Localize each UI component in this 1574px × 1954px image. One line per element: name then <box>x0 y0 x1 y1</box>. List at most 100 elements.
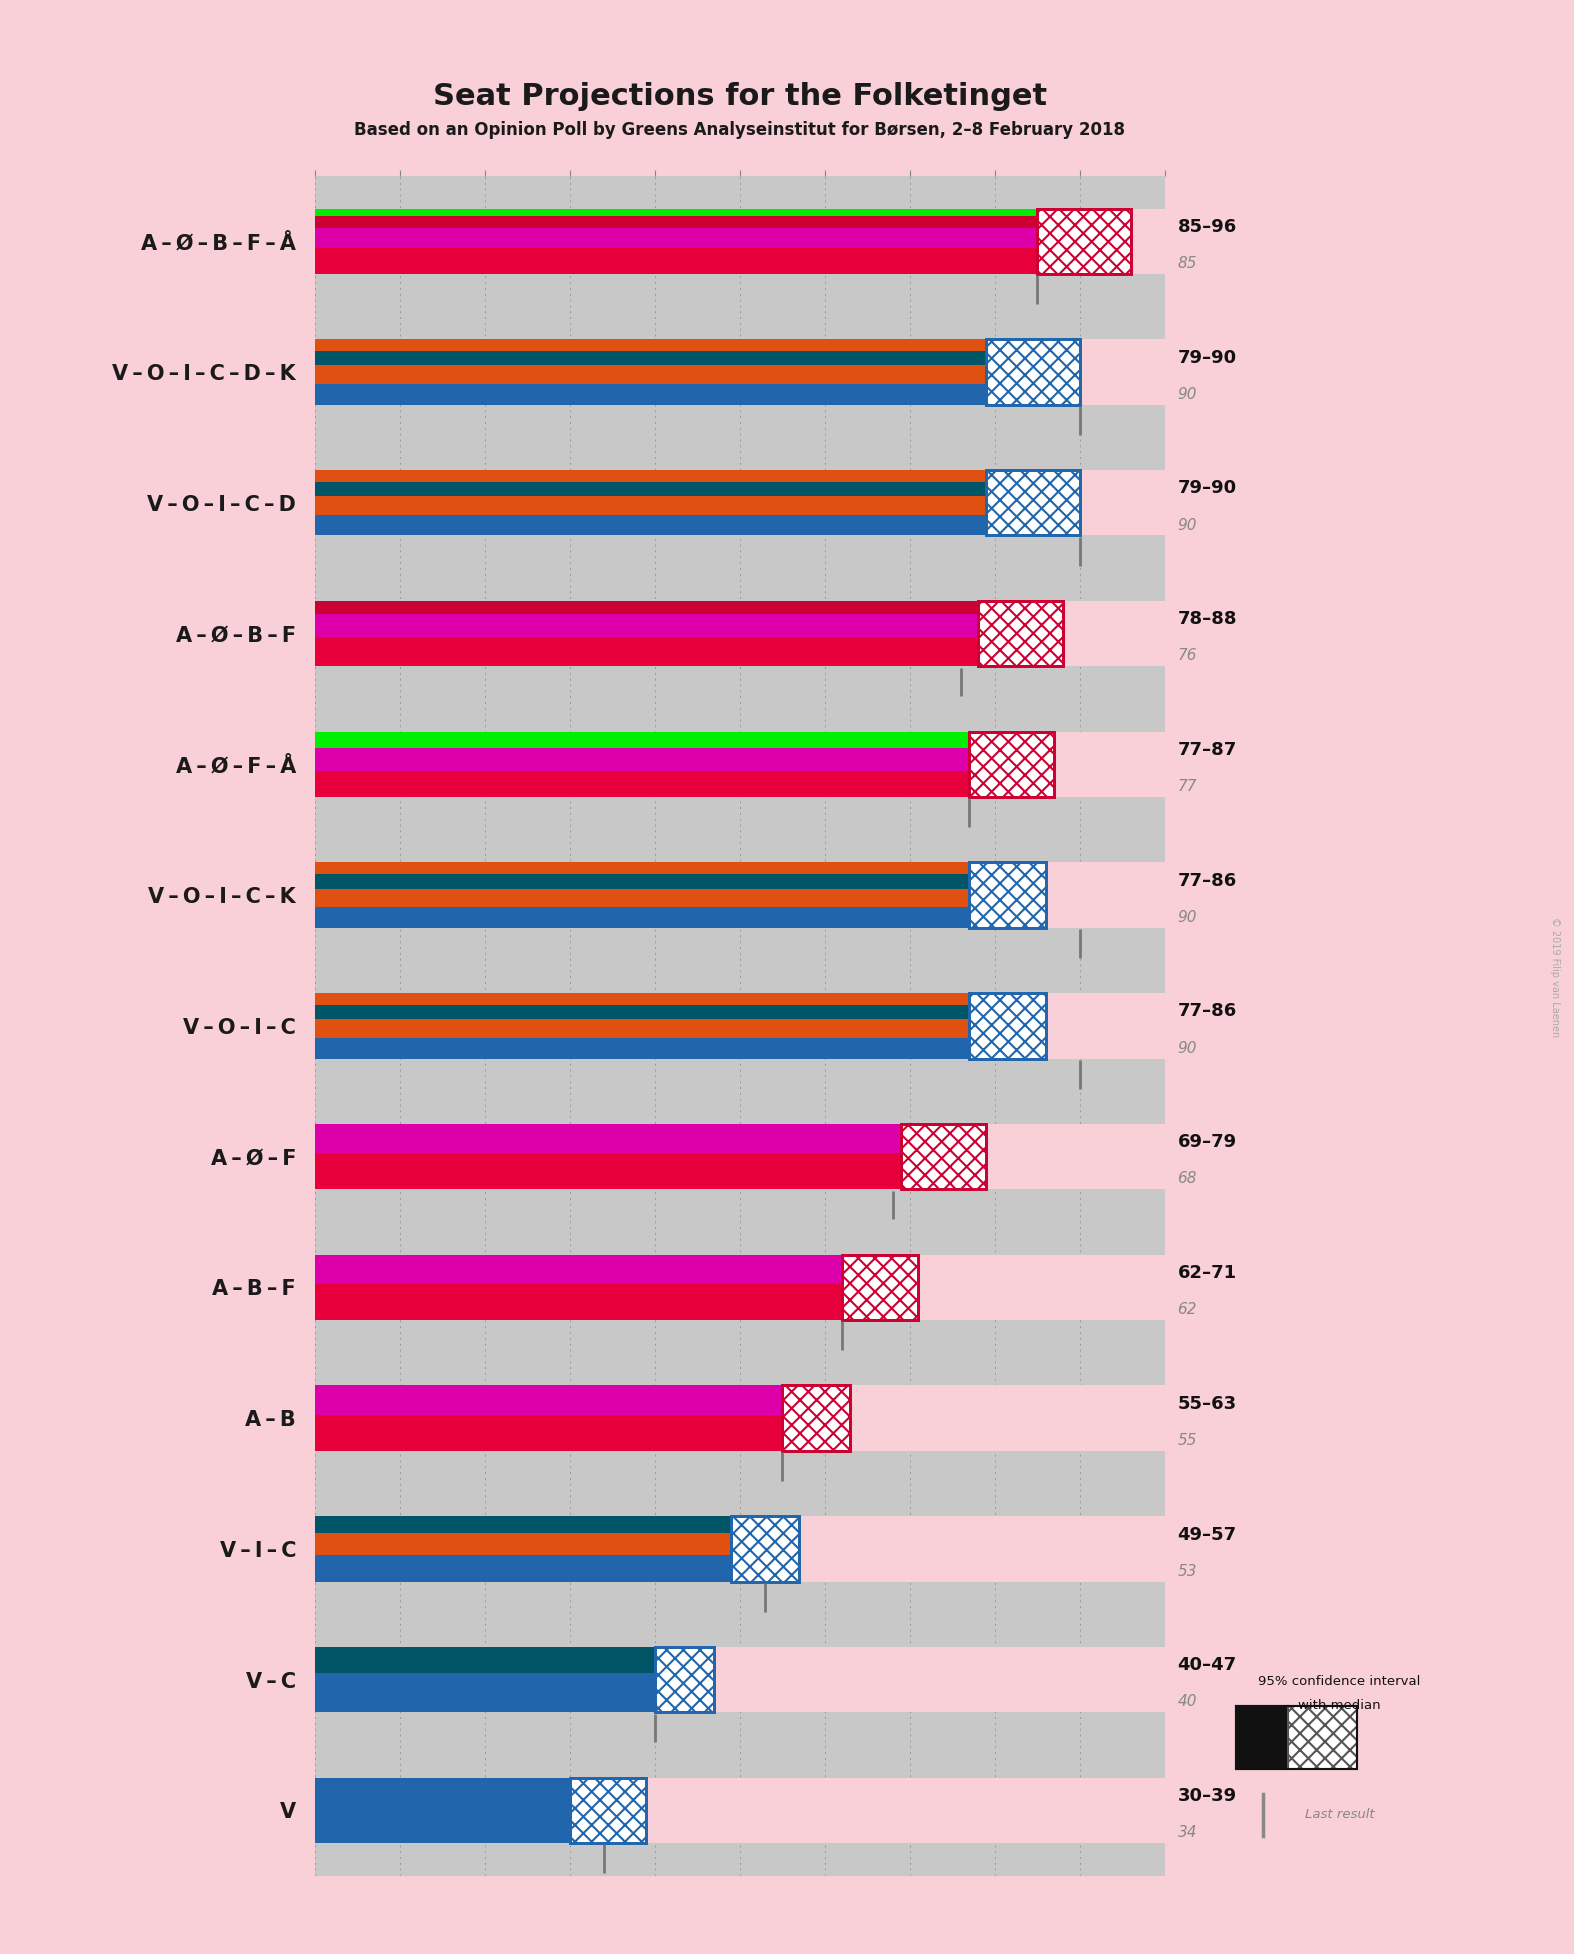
Text: 77–86: 77–86 <box>1177 1002 1237 1020</box>
Bar <box>315 889 970 907</box>
Bar <box>1037 209 1130 274</box>
Text: © 2019 Filip van Laenen: © 2019 Filip van Laenen <box>1550 916 1560 1038</box>
Bar <box>315 1778 570 1843</box>
Bar <box>315 471 987 483</box>
Bar <box>987 471 1080 535</box>
Bar <box>315 1020 970 1038</box>
Text: Seat Projections for the Folketinget: Seat Projections for the Folketinget <box>433 82 1047 111</box>
Text: with median: with median <box>1299 1700 1380 1712</box>
Bar <box>902 1124 987 1190</box>
Bar <box>315 731 1165 797</box>
Bar <box>315 352 987 365</box>
Text: 90: 90 <box>1177 518 1196 533</box>
Bar <box>732 1516 800 1581</box>
Bar <box>315 1647 655 1673</box>
Text: 85–96: 85–96 <box>1177 217 1237 236</box>
Bar <box>315 1516 732 1532</box>
Bar <box>315 1647 1165 1712</box>
Bar <box>315 217 1037 229</box>
Bar <box>315 748 970 770</box>
Text: 68: 68 <box>1177 1170 1196 1186</box>
Bar <box>902 1124 987 1190</box>
Bar <box>902 1124 987 1190</box>
Bar <box>782 1385 850 1450</box>
Bar <box>315 993 1165 1059</box>
Text: 79–90: 79–90 <box>1177 479 1237 498</box>
Bar <box>315 1254 1165 1321</box>
Text: 90: 90 <box>1177 387 1196 403</box>
Bar <box>782 1385 850 1450</box>
Text: 40–47: 40–47 <box>1177 1657 1237 1675</box>
Bar <box>987 340 1080 404</box>
Bar <box>977 600 1062 666</box>
Text: 77–87: 77–87 <box>1177 741 1237 758</box>
Bar <box>315 307 1165 438</box>
Bar <box>315 1124 902 1153</box>
Bar <box>315 438 1165 569</box>
Bar <box>987 471 1080 535</box>
Bar <box>842 1254 918 1321</box>
Bar <box>315 1673 655 1712</box>
Text: 69–79: 69–79 <box>1177 1133 1237 1151</box>
Bar <box>970 862 1045 928</box>
Bar <box>987 340 1080 404</box>
Text: 55–63: 55–63 <box>1177 1395 1237 1413</box>
Bar <box>977 600 1062 666</box>
Bar <box>842 1254 918 1321</box>
Bar <box>977 600 1062 666</box>
Bar <box>315 176 1165 307</box>
Bar <box>315 1153 902 1190</box>
Text: Last result: Last result <box>1305 1807 1374 1821</box>
Bar <box>315 600 1165 666</box>
Bar <box>970 993 1045 1059</box>
Text: 77: 77 <box>1177 780 1196 793</box>
Text: 77–86: 77–86 <box>1177 871 1237 889</box>
Bar <box>315 770 970 797</box>
Bar <box>315 637 977 666</box>
Bar <box>315 1415 782 1450</box>
Bar <box>315 340 1165 404</box>
Text: 78–88: 78–88 <box>1177 610 1237 627</box>
Bar <box>315 961 1165 1090</box>
Bar <box>315 383 987 404</box>
Bar <box>1236 1706 1288 1768</box>
Bar <box>315 1555 732 1581</box>
Bar <box>315 1254 842 1284</box>
Text: 90: 90 <box>1177 1041 1196 1055</box>
Bar <box>315 514 987 535</box>
Bar <box>315 862 970 873</box>
Bar <box>732 1516 800 1581</box>
Bar <box>315 209 1037 217</box>
Text: 95% confidence interval: 95% confidence interval <box>1258 1675 1421 1688</box>
Bar <box>315 1221 1165 1352</box>
Bar <box>315 1352 1165 1483</box>
Bar <box>570 1778 647 1843</box>
Text: 55: 55 <box>1177 1432 1196 1448</box>
Bar <box>315 1532 732 1555</box>
Bar <box>315 830 1165 961</box>
Text: 53: 53 <box>1177 1563 1196 1579</box>
Bar <box>315 873 970 889</box>
Bar <box>315 731 970 748</box>
Bar <box>987 340 1080 404</box>
Bar <box>970 862 1045 928</box>
Bar <box>732 1516 800 1581</box>
Text: 49–57: 49–57 <box>1177 1526 1237 1544</box>
Bar <box>315 862 1165 928</box>
Bar <box>315 1385 1165 1450</box>
Bar <box>655 1647 715 1712</box>
Bar <box>315 365 987 383</box>
Bar <box>315 1124 1165 1190</box>
Bar <box>782 1385 850 1450</box>
Bar <box>570 1778 647 1843</box>
Text: 90: 90 <box>1177 911 1196 924</box>
Bar <box>315 483 987 496</box>
Text: 30–39: 30–39 <box>1177 1788 1237 1805</box>
Bar <box>315 1385 782 1415</box>
Text: 76: 76 <box>1177 649 1196 662</box>
Bar <box>315 907 970 928</box>
Bar <box>970 993 1045 1059</box>
Bar <box>315 1483 1165 1614</box>
Bar <box>1037 209 1130 274</box>
Bar <box>970 993 1045 1059</box>
